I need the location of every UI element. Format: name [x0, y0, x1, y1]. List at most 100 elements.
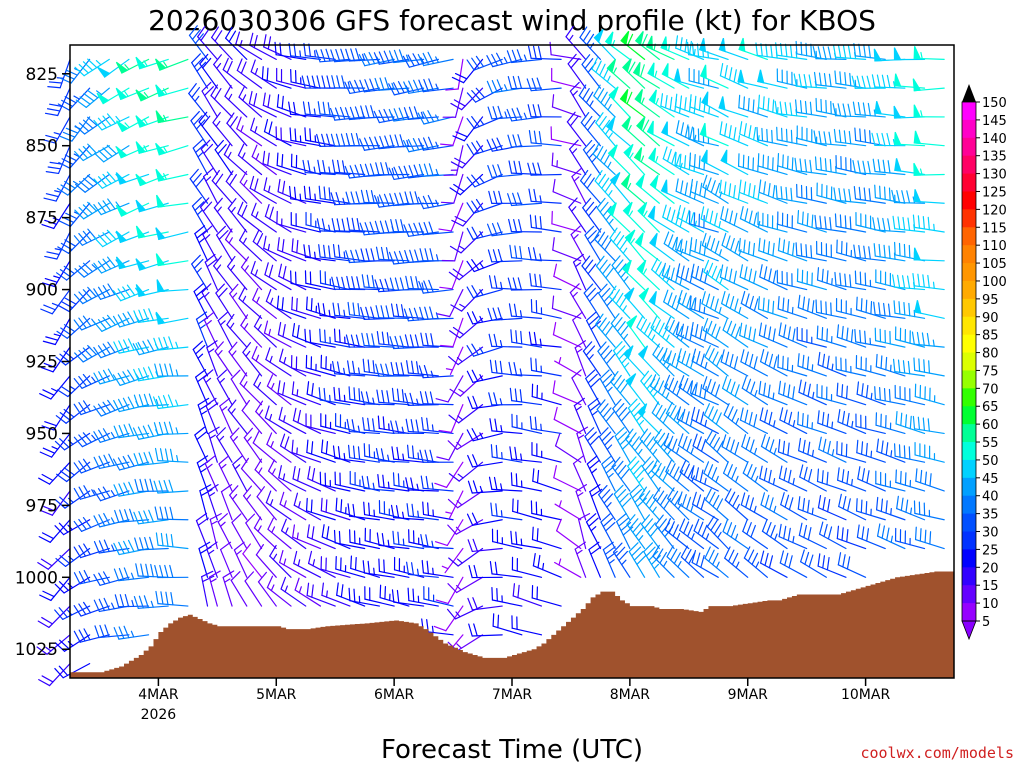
wind-barb: [450, 145, 484, 169]
wind-barb: [404, 191, 439, 205]
wind-barb: [895, 469, 926, 492]
wind-barb: [652, 343, 675, 377]
wind-barb: [388, 49, 425, 64]
wind-barb: [407, 587, 439, 607]
wind-barb: [627, 456, 646, 492]
wind-barb: [761, 519, 788, 550]
colorbar-swatch: [962, 388, 976, 407]
wind-barb: [466, 140, 503, 156]
wind-barb: [466, 87, 503, 103]
wind-barb: [189, 168, 209, 204]
wind-barb: [893, 47, 926, 61]
wind-barb: [635, 174, 660, 204]
wind-barb: [719, 264, 749, 291]
wind-barb: [263, 177, 292, 204]
x-tick-label: 10MAR: [841, 687, 890, 703]
wind-barb: [690, 321, 719, 348]
wind-barb: [675, 120, 705, 147]
wind-barb: [892, 215, 926, 233]
wind-barb: [609, 172, 631, 204]
colorbar-label: 10: [982, 597, 999, 612]
wind-barb: [582, 197, 602, 233]
wind-barb: [93, 314, 130, 332]
wind-barb: [38, 663, 71, 687]
wind-barb: [361, 274, 395, 291]
wind-barb: [759, 407, 788, 435]
wind-barb: [276, 67, 307, 89]
wind-barb: [347, 301, 380, 319]
wind-barb: [306, 381, 336, 406]
wind-barb: [759, 264, 788, 291]
wind-barb: [815, 299, 847, 319]
wind-barb: [421, 559, 454, 578]
colorbar-swatch: [962, 352, 976, 371]
wind-barb: [96, 87, 130, 105]
wind-barb: [114, 594, 150, 608]
wind-barb: [276, 152, 307, 176]
wind-barb: [155, 142, 189, 156]
wind-barb: [153, 394, 189, 410]
wind-barb: [229, 485, 248, 521]
wind-barb: [913, 500, 945, 521]
wind-barb: [666, 545, 690, 578]
wind-barb: [911, 331, 945, 348]
wind-barb: [466, 428, 503, 442]
wind-barb: [724, 488, 749, 521]
wind-barb: [279, 491, 307, 521]
wind-barb: [509, 387, 543, 406]
wind-barb: [511, 413, 543, 435]
wind-barb: [689, 237, 719, 262]
wind-barb: [405, 418, 439, 435]
wind-barb: [238, 85, 263, 118]
wind-barb: [613, 484, 632, 521]
wind-barb: [856, 381, 886, 406]
wind-barb: [373, 108, 410, 124]
wind-barb: [757, 94, 788, 118]
wind-barb: [44, 87, 71, 117]
wind-barb: [133, 393, 169, 408]
wind-barb: [195, 512, 209, 550]
wind-barb: [154, 564, 189, 579]
wind-barb: [591, 57, 616, 89]
wind-barb: [872, 217, 906, 233]
wind-barb: [402, 53, 439, 68]
wind-barb: [360, 105, 395, 119]
wind-barb: [54, 663, 91, 679]
wind-barb: [240, 256, 263, 291]
wind-barb: [634, 89, 660, 118]
wind-barb: [305, 497, 336, 521]
wind-barb: [114, 508, 150, 523]
y-tick-label: 875: [26, 209, 58, 229]
wind-barb: [836, 324, 867, 348]
wind-barb: [319, 471, 351, 492]
wind-barb: [97, 58, 130, 78]
wind-barb: [112, 454, 150, 471]
wind-barb: [701, 291, 729, 319]
wind-barb: [598, 283, 616, 319]
wind-barb: [581, 255, 602, 291]
wind-barb: [266, 374, 292, 406]
wind-barb: [418, 136, 454, 151]
wind-barb: [252, 431, 277, 463]
wind-barb: [798, 437, 827, 463]
wind-barb: [112, 369, 150, 386]
wind-barb: [252, 229, 277, 262]
wind-barb: [895, 411, 926, 435]
wind-barb: [507, 192, 543, 207]
wind-barb: [318, 244, 351, 262]
wind-barb: [552, 178, 582, 204]
wind-barb: [153, 336, 189, 351]
wind-barb: [156, 279, 189, 293]
wind-barb: [344, 79, 380, 95]
wind-barb: [636, 315, 660, 348]
wind-barb: [115, 230, 150, 244]
colorbar-swatch: [962, 477, 976, 497]
wind-barb: [208, 570, 221, 607]
wind-barb: [374, 77, 410, 91]
wind-barb: [466, 369, 503, 383]
wind-barb: [277, 380, 307, 406]
wind-barb: [593, 28, 616, 60]
x-axis-year-label: 2026: [141, 707, 177, 723]
colorbar-swatch: [962, 603, 976, 622]
wind-barb: [73, 543, 110, 559]
